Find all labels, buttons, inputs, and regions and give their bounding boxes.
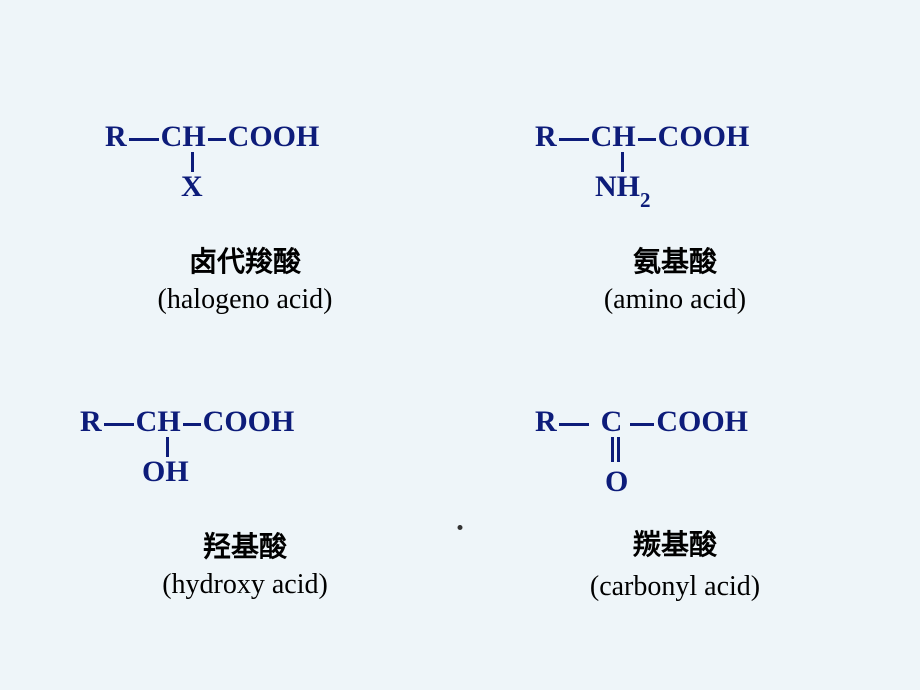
halogeno-top-line: R CH COOH: [105, 120, 319, 154]
nh-text: NH: [595, 170, 640, 203]
ch-group: CH: [136, 405, 181, 438]
nh2-subscript: 2: [640, 188, 651, 212]
o-substituent: O: [605, 465, 628, 499]
structure-grid: RCHCOOH X 卤代羧酸 (halogeno acid) RCHCOOH N…: [0, 0, 920, 690]
bond-icon: [638, 138, 656, 141]
carbonyl-top-line: R C COOH: [535, 405, 748, 439]
bond-icon: [104, 423, 134, 426]
bond-icon: [559, 423, 589, 426]
ch-group: CH: [161, 120, 206, 153]
carbonyl-formula: R C COOH O: [535, 405, 815, 515]
vertical-bond-icon: [621, 152, 624, 172]
halogeno-formula: R CH COOH X: [105, 120, 385, 230]
r-group: R: [105, 120, 127, 153]
hydroxy-formula: R CH COOH OH: [80, 405, 360, 515]
nh2-substituent: NH2: [595, 170, 651, 209]
cooh-group: COOH: [656, 405, 748, 438]
bond-icon: [559, 138, 589, 141]
carbonyl-label-cn: 羰基酸: [633, 523, 717, 563]
bond-icon: [208, 138, 226, 141]
cooh-group: COOH: [203, 405, 295, 438]
halogeno-acid-cell: R CH COOH X 卤代羧酸 (halogeno acid): [40, 120, 450, 365]
bond-icon: [630, 423, 654, 426]
amino-label-cn: 氨基酸: [633, 240, 717, 280]
halogeno-label-en: (halogeno acid): [158, 284, 333, 316]
amino-formula: R CH COOH NH2: [535, 120, 815, 230]
oh-substituent: OH: [142, 455, 189, 489]
carbonyl-acid-cell: R C COOH O 羰基酸 (carbonyl acid): [470, 405, 880, 650]
amino-top-line: R CH COOH: [535, 120, 749, 154]
hydroxy-label-cn: 羟基酸: [203, 525, 287, 565]
vertical-bond-icon: [191, 152, 194, 172]
hydroxy-top-line: R CH COOH: [80, 405, 294, 439]
ch-group: CH: [591, 120, 636, 153]
bond-icon: [129, 138, 159, 141]
double-bond-icon: [611, 437, 620, 462]
page-indicator-dot: [458, 525, 463, 530]
hydroxy-label-en: (hydroxy acid): [162, 569, 328, 601]
vertical-bond-icon: [166, 437, 169, 457]
cooh-group: COOH: [228, 120, 320, 153]
carbonyl-label-en: (carbonyl acid): [590, 571, 760, 603]
c-group: C: [601, 405, 623, 438]
amino-label-en: (amino acid): [604, 284, 746, 316]
hydroxy-acid-cell: R CH COOH OH 羟基酸 (hydroxy acid): [40, 405, 450, 650]
x-substituent: X: [181, 170, 203, 204]
r-group: R: [80, 405, 102, 438]
halogeno-label-cn: 卤代羧酸: [189, 240, 301, 280]
r-group: R: [535, 405, 557, 438]
amino-acid-cell: R CH COOH NH2 氨基酸 (amino acid): [470, 120, 880, 365]
r-group: R: [535, 120, 557, 153]
bond-icon: [183, 423, 201, 426]
cooh-group: COOH: [658, 120, 750, 153]
